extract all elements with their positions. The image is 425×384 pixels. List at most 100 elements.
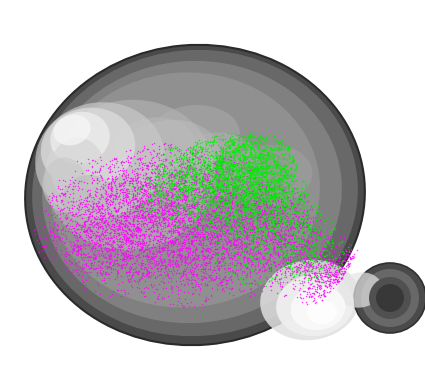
- Point: [170, 195, 176, 201]
- Point: [211, 218, 218, 224]
- Point: [134, 218, 141, 224]
- Point: [183, 183, 190, 189]
- Point: [157, 263, 164, 270]
- Point: [286, 240, 292, 246]
- Point: [283, 255, 290, 261]
- Point: [272, 243, 279, 249]
- Point: [332, 254, 339, 260]
- Point: [139, 198, 146, 204]
- Point: [189, 155, 196, 161]
- Point: [150, 219, 156, 225]
- Point: [41, 233, 48, 240]
- Point: [280, 228, 286, 234]
- Point: [243, 178, 249, 184]
- Point: [282, 223, 289, 229]
- Point: [241, 204, 247, 210]
- Point: [230, 179, 237, 185]
- Point: [255, 231, 262, 237]
- Point: [298, 238, 305, 244]
- Point: [120, 234, 127, 240]
- Point: [216, 160, 223, 166]
- Point: [262, 173, 269, 179]
- Point: [69, 223, 76, 229]
- Point: [100, 207, 107, 213]
- Point: [110, 221, 116, 227]
- Point: [235, 217, 242, 223]
- Point: [271, 214, 278, 220]
- Point: [294, 186, 300, 192]
- Point: [192, 182, 198, 188]
- Point: [236, 173, 243, 179]
- Point: [102, 280, 109, 286]
- Point: [182, 220, 189, 227]
- Point: [190, 173, 197, 179]
- Point: [133, 243, 140, 249]
- Point: [198, 202, 205, 208]
- Point: [293, 222, 300, 228]
- Point: [229, 213, 235, 219]
- Point: [215, 282, 221, 288]
- Point: [165, 159, 172, 166]
- Point: [86, 214, 93, 220]
- Point: [289, 202, 296, 208]
- Point: [181, 296, 188, 302]
- Point: [205, 162, 212, 169]
- Point: [339, 260, 346, 266]
- Point: [203, 185, 210, 191]
- Point: [248, 137, 255, 144]
- Point: [334, 269, 340, 275]
- Point: [236, 244, 243, 250]
- Point: [158, 296, 165, 302]
- Point: [244, 197, 251, 204]
- Point: [209, 218, 216, 225]
- Point: [255, 209, 262, 215]
- Point: [231, 238, 238, 245]
- Point: [100, 270, 107, 276]
- Point: [174, 189, 181, 195]
- Point: [169, 220, 176, 226]
- Point: [112, 186, 119, 192]
- Point: [144, 226, 151, 232]
- Point: [212, 183, 219, 189]
- Point: [230, 213, 236, 219]
- Point: [323, 235, 329, 242]
- Point: [267, 199, 274, 205]
- Point: [254, 214, 261, 220]
- Point: [247, 242, 254, 248]
- Point: [297, 220, 303, 227]
- Point: [256, 197, 263, 204]
- Point: [236, 233, 243, 239]
- Point: [245, 248, 252, 254]
- Point: [83, 260, 90, 266]
- Point: [326, 285, 333, 291]
- Point: [50, 211, 57, 217]
- Point: [254, 177, 261, 183]
- Point: [283, 195, 290, 201]
- Point: [337, 260, 344, 266]
- Point: [322, 262, 329, 268]
- Point: [108, 179, 115, 185]
- Point: [82, 242, 89, 248]
- Point: [303, 206, 310, 212]
- Point: [230, 204, 237, 210]
- Point: [237, 230, 244, 237]
- Point: [209, 199, 216, 205]
- Point: [201, 159, 207, 165]
- Point: [354, 247, 360, 253]
- Point: [66, 261, 73, 267]
- Point: [261, 199, 267, 205]
- Point: [119, 220, 126, 226]
- Point: [283, 179, 290, 185]
- Point: [255, 145, 261, 151]
- Point: [210, 176, 216, 182]
- Point: [264, 185, 271, 192]
- Point: [262, 179, 269, 185]
- Point: [179, 302, 186, 308]
- Point: [75, 178, 82, 184]
- Point: [194, 213, 201, 219]
- Point: [264, 235, 270, 242]
- Point: [232, 207, 238, 213]
- Point: [301, 272, 308, 278]
- Point: [206, 194, 212, 200]
- Point: [219, 250, 226, 256]
